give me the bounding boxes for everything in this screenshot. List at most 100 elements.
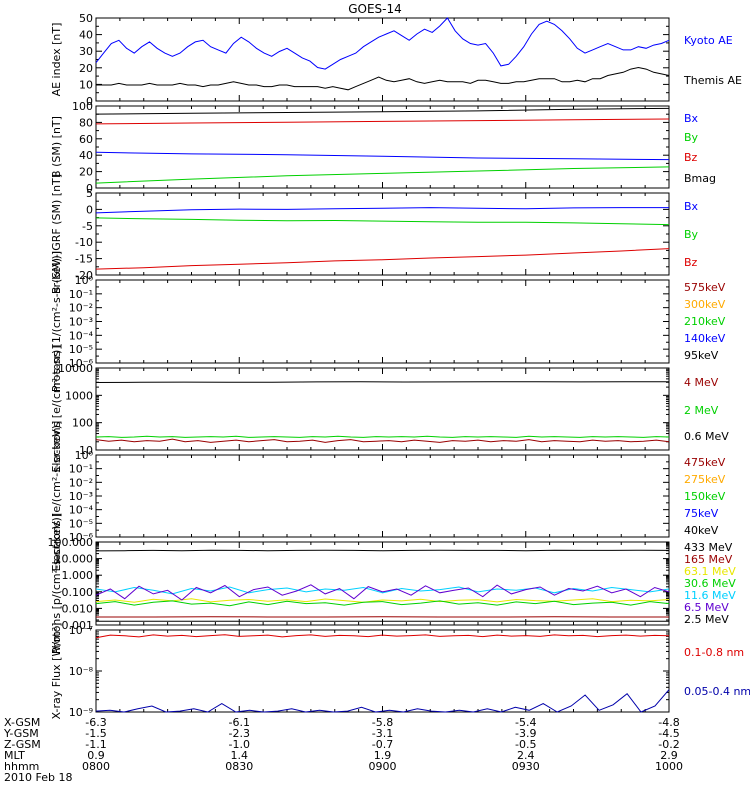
legend-0-1-0-8-nm: 0.1-0.8 nm bbox=[684, 646, 744, 659]
series-line-30-6-mev bbox=[95, 600, 670, 607]
y-tick-label: 0 bbox=[86, 95, 93, 108]
legend-11-6-mev: 11.6 MeV bbox=[684, 589, 736, 602]
legend-by: By bbox=[684, 228, 699, 241]
y-tick-label: 60 bbox=[79, 133, 93, 146]
footer-value: -4.8 bbox=[658, 716, 679, 729]
footer-value: 1000 bbox=[655, 760, 683, 773]
y-tick-label: 10⁻³ bbox=[69, 316, 93, 329]
y-tick-label: 10⁻² bbox=[69, 302, 93, 315]
series-line-11-6-mev bbox=[95, 586, 670, 595]
legend-165-mev: 165 MeV bbox=[684, 553, 733, 566]
footer-value: 0930 bbox=[512, 760, 540, 773]
footer-label-z-gsm: Z-GSM bbox=[4, 738, 41, 751]
footer-value: -4.5 bbox=[658, 727, 679, 740]
y-tick-label: 100.000 bbox=[48, 536, 94, 549]
panel-frame bbox=[95, 541, 670, 626]
y-tick-label: 10 bbox=[79, 78, 93, 91]
y-tick-label: 80 bbox=[79, 116, 93, 129]
series-line-2-mev bbox=[95, 435, 670, 438]
footer-value: 1.4 bbox=[231, 749, 249, 762]
series-line-bz bbox=[95, 248, 670, 270]
footer-value: -0.5 bbox=[515, 738, 536, 751]
panel-3 bbox=[95, 192, 670, 276]
footer-value: -0.7 bbox=[372, 738, 393, 751]
legend-75kev: 75keV bbox=[684, 507, 719, 520]
legend-0-6-mev: 0.6 MeV bbox=[684, 430, 729, 443]
legend-bx: Bx bbox=[684, 200, 699, 213]
y-tick-label: 0.010 bbox=[62, 602, 94, 615]
y-tick-label: 40 bbox=[79, 29, 93, 42]
panel-frame bbox=[95, 279, 670, 364]
footer-value: -6.1 bbox=[229, 716, 250, 729]
footer-value: -1.5 bbox=[85, 727, 106, 740]
y-tick-label: 0.001 bbox=[62, 619, 94, 632]
series-line-bx bbox=[95, 207, 669, 214]
series-line-0-05-0-4-nm bbox=[95, 689, 670, 713]
y-tick-label: 0.100 bbox=[62, 586, 94, 599]
panel-5 bbox=[95, 367, 670, 451]
legend-40kev: 40keV bbox=[684, 524, 719, 537]
panel-1 bbox=[95, 17, 670, 102]
y-tick-label: 10⁻⁵ bbox=[69, 343, 93, 356]
y-tick-label: 50 bbox=[79, 12, 93, 25]
y-axis-label: Electrons [e/(cm²-s-sr-keV)] bbox=[50, 421, 63, 572]
series-line-by bbox=[95, 217, 670, 226]
legend-150kev: 150keV bbox=[684, 490, 726, 503]
y-tick-label: 10⁰ bbox=[75, 449, 94, 462]
series-line-bx bbox=[95, 151, 670, 161]
y-tick-label: 10⁻⁸ bbox=[69, 665, 94, 678]
series-line-kyoto-ae bbox=[95, 17, 670, 70]
footer-value: 2.4 bbox=[517, 749, 535, 762]
footer-value: 1.9 bbox=[374, 749, 392, 762]
y-tick-label: 5 bbox=[86, 187, 93, 200]
y-axis-label: AE index [nT] bbox=[50, 23, 63, 97]
footer-value: -2.3 bbox=[229, 727, 250, 740]
panel-frame bbox=[95, 629, 670, 713]
y-tick-label: 10⁻⁷ bbox=[69, 624, 93, 637]
y-tick-label: 20 bbox=[79, 62, 93, 75]
y-tick-label: -15 bbox=[75, 253, 93, 266]
y-tick-label: 10⁻⁶ bbox=[69, 357, 94, 370]
series-line-433-mev bbox=[95, 549, 670, 552]
panel-8 bbox=[95, 629, 670, 713]
footer-value: 0900 bbox=[369, 760, 397, 773]
footer-value: -1.0 bbox=[229, 738, 250, 751]
legend-475kev: 475keV bbox=[684, 456, 726, 469]
series-line-themis-ae bbox=[96, 66, 670, 91]
footer-value: -3.1 bbox=[372, 727, 393, 740]
legend-bz: Bz bbox=[684, 151, 698, 164]
y-tick-label: 10⁻⁶ bbox=[69, 531, 94, 544]
panel-frame bbox=[95, 105, 670, 189]
footer-label-mlt: MLT bbox=[4, 749, 25, 762]
legend-bmag: Bmag bbox=[684, 172, 716, 185]
series-line-4-mev bbox=[95, 438, 670, 443]
y-tick-label: 0 bbox=[86, 182, 93, 195]
series-line-0-6-mev bbox=[95, 381, 670, 383]
y-tick-label: 10 bbox=[79, 444, 93, 457]
y-tick-label: 10⁰ bbox=[75, 274, 94, 287]
y-tick-label: 100 bbox=[72, 100, 93, 113]
footer-value: -6.3 bbox=[85, 716, 106, 729]
y-tick-label: 10⁻⁵ bbox=[69, 517, 93, 530]
y-tick-label: 10⁻⁴ bbox=[69, 504, 94, 517]
footer-value: 0830 bbox=[225, 760, 253, 773]
legend-433-mev: 433 MeV bbox=[684, 541, 733, 554]
legend-95kev: 95keV bbox=[684, 349, 719, 362]
y-tick-label: 10⁻⁹ bbox=[69, 706, 93, 719]
footer-value: -5.4 bbox=[515, 716, 536, 729]
y-axis-label: Protons [p/(cm²-s-sr-keV)] bbox=[50, 513, 63, 654]
legend-210kev: 210keV bbox=[684, 315, 726, 328]
panel-frame bbox=[95, 17, 670, 102]
y-tick-label: 10000 bbox=[58, 362, 93, 375]
legend-6-5-mev: 6.5 MeV bbox=[684, 601, 729, 614]
footer-value: -1.1 bbox=[85, 738, 106, 751]
footer-value: 0.9 bbox=[87, 749, 105, 762]
y-tick-label: 10⁻³ bbox=[69, 490, 93, 503]
legend-575kev: 575keV bbox=[684, 281, 726, 294]
y-tick-label: -5 bbox=[82, 220, 93, 233]
footer-value: 0800 bbox=[82, 760, 110, 773]
panel-2 bbox=[95, 105, 670, 189]
legend-140kev: 140keV bbox=[684, 332, 726, 345]
legend-kyoto-ae: Kyoto AE bbox=[684, 34, 733, 47]
footer-label-y-gsm: Y-GSM bbox=[3, 727, 39, 740]
